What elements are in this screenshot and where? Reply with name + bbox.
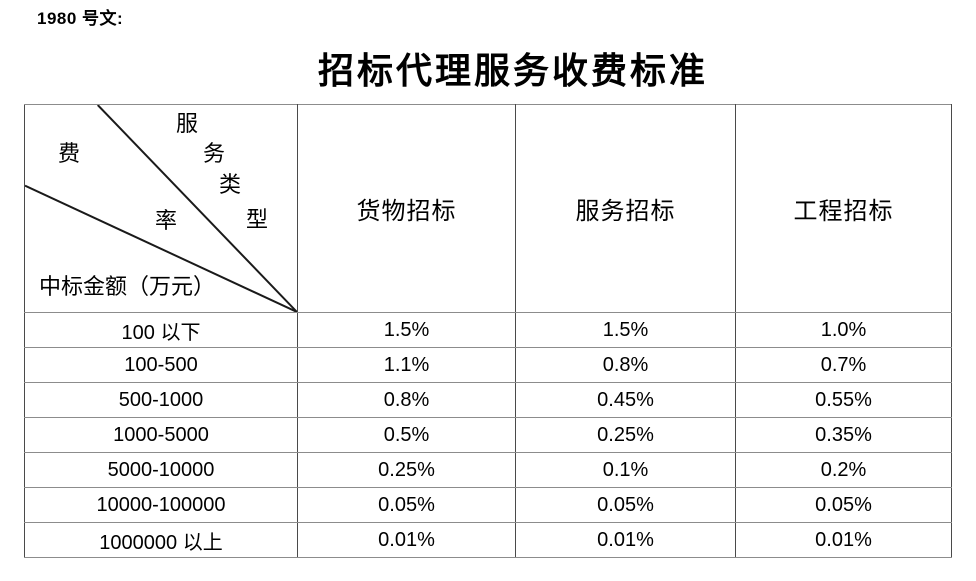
corner-type-char-3: 类 (219, 172, 242, 197)
table-row: 10000-100000 0.05% 0.05% 0.05% (24, 487, 952, 523)
corner-type-char-1: 服 (176, 111, 199, 136)
table-row: 1000000 以上 0.01% 0.01% 0.01% (24, 522, 952, 558)
table-row: 100-500 1.1% 0.8% 0.7% (24, 347, 952, 383)
corner-type-char-4: 型 (246, 207, 269, 232)
amount-range-cell: 10000-100000 (24, 487, 298, 523)
rate-cell: 0.01% (297, 522, 516, 558)
table-row: 500-1000 0.8% 0.45% 0.55% (24, 382, 952, 418)
column-header-works: 工程招标 (735, 104, 952, 313)
rate-cell: 1.1% (297, 347, 516, 383)
rate-cell: 0.35% (735, 417, 952, 453)
amount-range-cell: 1000000 以上 (24, 522, 298, 558)
column-header-services: 服务招标 (515, 104, 736, 313)
rate-cell: 0.01% (515, 522, 736, 558)
table-row: 5000-10000 0.25% 0.1% 0.2% (24, 452, 952, 488)
amount-range-cell: 1000-5000 (24, 417, 298, 453)
amount-range-cell: 5000-10000 (24, 452, 298, 488)
rate-cell: 0.05% (297, 487, 516, 523)
rate-cell: 1.0% (735, 312, 952, 348)
table-row: 1000-5000 0.5% 0.25% 0.35% (24, 417, 952, 453)
rate-cell: 0.25% (297, 452, 516, 488)
rate-cell: 0.2% (735, 452, 952, 488)
rate-cell: 0.7% (735, 347, 952, 383)
rate-cell: 0.25% (515, 417, 736, 453)
rate-cell: 0.55% (735, 382, 952, 418)
amount-range-cell: 100-500 (24, 347, 298, 383)
column-header-goods: 货物招标 (297, 104, 516, 313)
rate-cell: 0.8% (297, 382, 516, 418)
amount-range-cell: 100 以下 (24, 312, 298, 348)
amount-range-cell: 500-1000 (24, 382, 298, 418)
doc-ref: 1980 号文: (37, 9, 124, 28)
rate-cell: 1.5% (297, 312, 516, 348)
table-row: 100 以下 1.5% 1.5% 1.0% (24, 312, 952, 348)
rate-cell: 0.5% (297, 417, 516, 453)
fee-table: 费 率 服 务 类 型 中标金额（万元） 货物招标 服务招标 工程招标 100 … (24, 104, 952, 558)
corner-type-char-2: 务 (203, 141, 226, 166)
rate-cell: 0.05% (515, 487, 736, 523)
diagonal-divider-lines (25, 105, 297, 312)
table-corner-cell: 费 率 服 务 类 型 中标金额（万元） (24, 104, 298, 313)
rate-cell: 0.8% (515, 347, 736, 383)
page-title: 招标代理服务收费标准 (317, 51, 708, 91)
rate-cell: 0.05% (735, 487, 952, 523)
rate-cell: 0.01% (735, 522, 952, 558)
rate-cell: 0.45% (515, 382, 736, 418)
rate-cell: 1.5% (515, 312, 736, 348)
corner-amount-label: 中标金额（万元） (39, 274, 216, 299)
corner-rate-char: 率 (155, 208, 178, 233)
corner-fee-char: 费 (58, 141, 81, 166)
header-row: 费 率 服 务 类 型 中标金额（万元） 货物招标 服务招标 工程招标 (24, 104, 952, 313)
rate-cell: 0.1% (515, 452, 736, 488)
